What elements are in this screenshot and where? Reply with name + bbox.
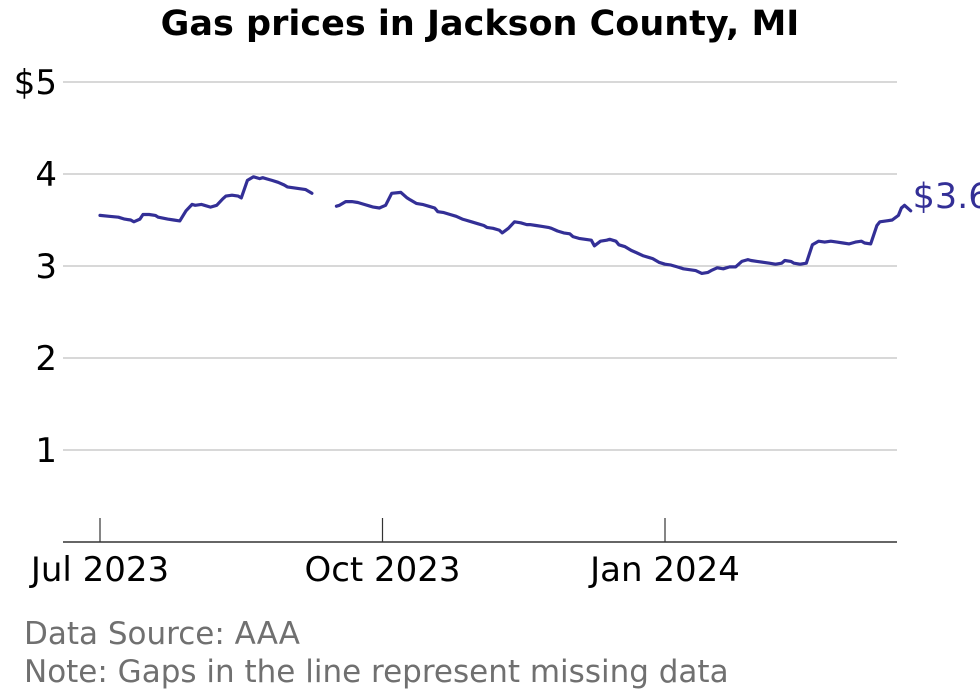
price-series bbox=[98, 175, 913, 275]
price-line-segment bbox=[98, 175, 314, 224]
gridlines bbox=[63, 81, 897, 451]
data-source-note: Data Source: AAA bbox=[24, 616, 300, 652]
y-tick-label: 2 bbox=[35, 339, 57, 379]
gaps-note: Note: Gaps in the line represent missing… bbox=[24, 654, 729, 690]
x-tick-label: Oct 2023 bbox=[304, 550, 460, 590]
y-axis-tick-labels: 1 2 3 4 $5 bbox=[14, 63, 57, 471]
y-tick-label: 3 bbox=[35, 247, 57, 287]
y-tick-label: 4 bbox=[35, 155, 57, 195]
x-axis-ticks: Jul 2023 Oct 2023 Jan 2024 bbox=[29, 518, 740, 590]
chart-title: Gas prices in Jackson County, MI bbox=[160, 4, 800, 44]
y-tick-label: $5 bbox=[14, 63, 57, 103]
x-tick-label: Jan 2024 bbox=[588, 550, 740, 590]
y-tick-label: 1 bbox=[35, 431, 57, 471]
price-line-segment bbox=[334, 190, 913, 275]
x-tick-label: Jul 2023 bbox=[29, 550, 169, 590]
last-value-label: $3.60 bbox=[913, 177, 980, 217]
